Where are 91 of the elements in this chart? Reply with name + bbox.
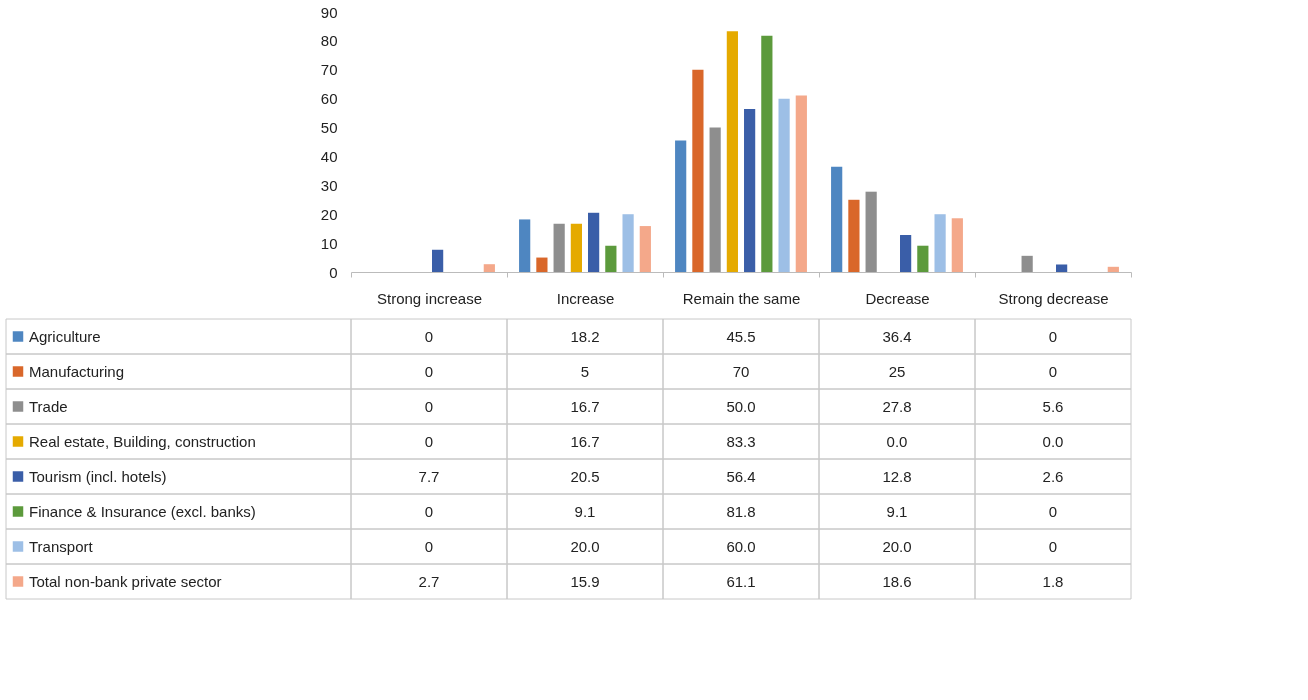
data-label: 9.1 [574,502,596,520]
data-label: 25 [888,362,906,380]
y-tick-label: 20 [320,205,338,223]
data-label: 9.1 [886,502,908,520]
data-label: 7.7 [418,467,440,485]
bar [795,95,807,272]
data-label: 18.6 [882,572,912,590]
bar [761,35,773,272]
legend-label: Manufacturing [29,362,125,380]
legend-label: Transport [29,537,94,555]
x-tick-label: Decrease [865,289,930,307]
data-label: 0 [1048,537,1058,555]
legend-label: Finance & Insurance (excl. banks) [29,502,256,520]
bar [951,218,963,272]
data-label: 0 [1048,362,1058,380]
y-tick-label: 40 [320,147,338,165]
bar [778,98,790,272]
data-label: 45.5 [726,327,756,345]
bar [553,223,565,272]
bar [1056,264,1068,272]
data-label: 20.5 [570,467,600,485]
bar [483,264,495,272]
legend-label: Real estate, Building, construction [29,432,256,450]
y-tick-label: 0 [329,263,338,281]
data-label: 15.9 [570,572,600,590]
data-label: 0 [424,327,434,345]
bar [831,166,843,272]
data-label: 70 [732,362,750,380]
y-tick-label: 10 [320,234,338,252]
bar [848,199,860,272]
x-tick-label: Strong increase [376,289,483,307]
bar [605,245,617,272]
data-label: 2.6 [1042,467,1064,485]
legend-label: Tourism (incl. hotels) [29,467,167,485]
data-label: 20.0 [570,537,600,555]
bar [519,219,531,272]
data-label: 61.1 [726,572,756,590]
data-label: 83.3 [726,432,756,450]
data-label: 0 [1048,502,1058,520]
data-label: 16.7 [570,432,600,450]
data-label: 0 [424,362,434,380]
data-label: 0 [424,502,434,520]
y-tick-label: 60 [320,90,338,108]
data-label: 60.0 [726,537,756,555]
data-label: 20.0 [882,537,912,555]
data-label: 12.8 [882,467,912,485]
data-label: 56.4 [726,467,756,485]
bar [432,249,444,272]
bar [934,214,946,272]
y-tick-label: 70 [320,61,338,79]
data-label: 1.8 [1042,572,1064,590]
bar [675,140,687,272]
y-tick-label: 50 [320,119,338,137]
bar [709,127,721,272]
data-label: 0 [424,397,434,415]
legend-label: Total non-bank private sector [29,572,222,590]
data-label: 0 [424,432,434,450]
bar [917,245,929,272]
data-label: 36.4 [882,327,912,345]
data-label: 0.0 [886,432,908,450]
data-label: 0.0 [1042,432,1064,450]
data-label: 81.8 [726,502,756,520]
data-label: 0 [424,537,434,555]
data-label: 50.0 [726,397,756,415]
bar [1107,266,1119,272]
bar [588,212,600,272]
data-label: 5.6 [1042,397,1064,415]
y-tick-label: 80 [320,32,338,50]
bar [900,235,912,272]
bar [1021,255,1033,272]
data-label: 18.2 [570,327,600,345]
legend-label: Trade [29,397,68,415]
bar [726,31,738,272]
bar [865,191,877,272]
data-label: 5 [580,362,590,380]
legend-label: Agriculture [29,327,101,345]
bar [622,214,634,272]
data-label: 27.8 [882,397,912,415]
bar [692,69,704,272]
x-tick-label: Strong decrease [998,289,1109,307]
data-label: 0 [1048,327,1058,345]
bar [744,109,756,272]
bar [570,223,582,272]
bar [536,257,548,272]
y-tick-label: 30 [320,176,338,194]
y-tick-label: 90 [320,3,338,21]
data-label: 16.7 [570,397,600,415]
bar [639,226,651,272]
x-tick-label: Increase [556,289,615,307]
data-label: 2.7 [418,572,440,590]
x-tick-label: Remain the same [682,289,801,307]
